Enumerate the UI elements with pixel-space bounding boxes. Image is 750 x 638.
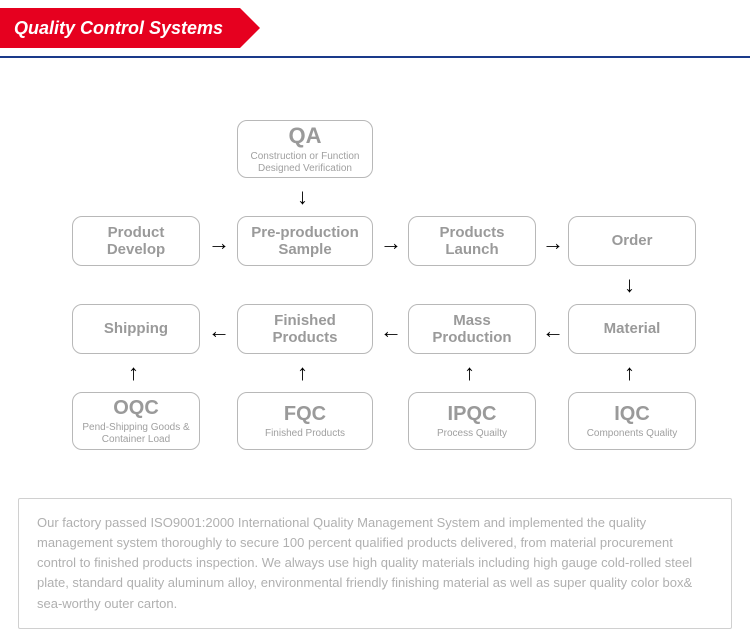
arrow-down-0: ↓ — [297, 186, 308, 208]
node-finished: FinishedProducts — [237, 304, 373, 354]
arrow-left-5: ← — [542, 320, 564, 342]
arrow-up-9: ↑ — [297, 362, 308, 384]
node-shipping: Shipping — [72, 304, 200, 354]
arrow-down-4: ↓ — [624, 274, 635, 296]
node-oqc: OQCPend-Shipping Goods & Container Load — [72, 392, 200, 450]
node-subtitle: Components Quality — [587, 428, 678, 440]
node-preprod: Pre-productionSample — [237, 216, 373, 266]
node-launch: ProductsLaunch — [408, 216, 536, 266]
arrow-right-2: → — [380, 232, 402, 254]
node-subtitle: Process Quailty — [437, 428, 507, 440]
arrow-right-3: → — [542, 232, 564, 254]
node-title: QA — [289, 123, 322, 148]
node-title: OQC — [113, 397, 159, 420]
node-title: ProductsLaunch — [439, 224, 504, 259]
node-title: FQC — [284, 403, 326, 426]
node-subtitle: Finished Products — [265, 428, 345, 440]
node-title: Pre-productionSample — [251, 224, 359, 259]
page-title: Quality Control Systems — [14, 18, 223, 39]
node-title: Material — [604, 320, 661, 337]
footer-description: Our factory passed ISO9001:2000 Internat… — [18, 498, 732, 629]
node-qa: QA Construction or Function Designed Veri… — [237, 120, 373, 178]
arrow-right-1: → — [208, 232, 230, 254]
node-order: Order — [568, 216, 696, 266]
node-fqc: FQC Finished Products — [237, 392, 373, 450]
node-massprod: MassProduction — [408, 304, 536, 354]
node-title: Order — [612, 232, 653, 249]
node-title: Shipping — [104, 320, 168, 337]
header-underline — [0, 56, 750, 58]
node-subtitle: Pend-Shipping Goods & Container Load — [79, 422, 193, 446]
arrow-up-8: ↑ — [128, 362, 139, 384]
node-material: Material — [568, 304, 696, 354]
node-subtitle: Construction or Function Designed Verifi… — [244, 151, 366, 175]
node-title: IPQC — [448, 403, 497, 426]
node-title: ProductDevelop — [107, 224, 165, 259]
arrow-left-7: ← — [208, 320, 230, 342]
arrow-up-10: ↑ — [464, 362, 475, 384]
header-bar: Quality Control Systems — [0, 8, 240, 48]
node-title: MassProduction — [432, 312, 511, 347]
flowchart: QA Construction or Function Designed Veri… — [0, 68, 750, 488]
node-iqc: IQC Components Quality — [568, 392, 696, 450]
node-title: FinishedProducts — [272, 312, 337, 347]
node-ipqc: IPQC Process Quailty — [408, 392, 536, 450]
node-title: IQC — [614, 403, 650, 426]
arrow-left-6: ← — [380, 320, 402, 342]
arrow-up-11: ↑ — [624, 362, 635, 384]
node-develop: ProductDevelop — [72, 216, 200, 266]
